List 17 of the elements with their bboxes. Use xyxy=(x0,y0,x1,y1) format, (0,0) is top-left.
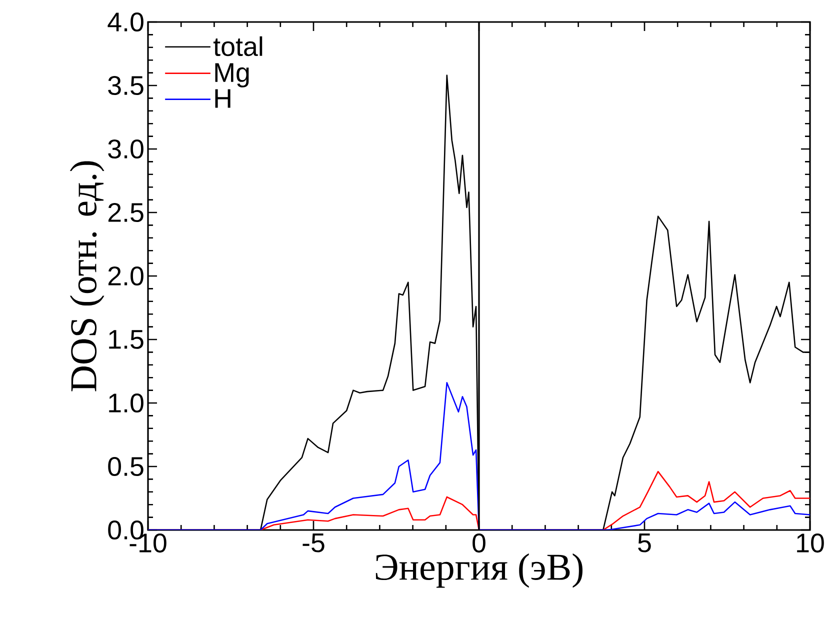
x-tick-label: 0 xyxy=(472,534,486,553)
y-tick-label: 3.0 xyxy=(108,139,144,159)
legend-label: Mg xyxy=(215,63,249,88)
legend-label: H xyxy=(215,89,230,108)
y-tick-label: 1.0 xyxy=(109,393,144,413)
y-tick-label: 3.5 xyxy=(108,76,144,96)
y-tick-label: 2.5 xyxy=(108,202,144,222)
legend-label: total xyxy=(213,36,262,56)
y-tick-label: 2.0 xyxy=(108,266,144,286)
y-axis-title: DOS (отн. ед.) xyxy=(70,161,104,392)
y-tick-label: 0.5 xyxy=(108,456,144,476)
x-tick-label: -5 xyxy=(302,534,324,552)
x-tick-label: 10 xyxy=(797,534,824,553)
y-tick-label: 4.0 xyxy=(108,12,144,32)
x-axis-title: Энергия (эВ) xyxy=(376,553,582,588)
y-tick-label: 1.5 xyxy=(109,330,144,349)
x-tick-label: 5 xyxy=(638,534,651,552)
